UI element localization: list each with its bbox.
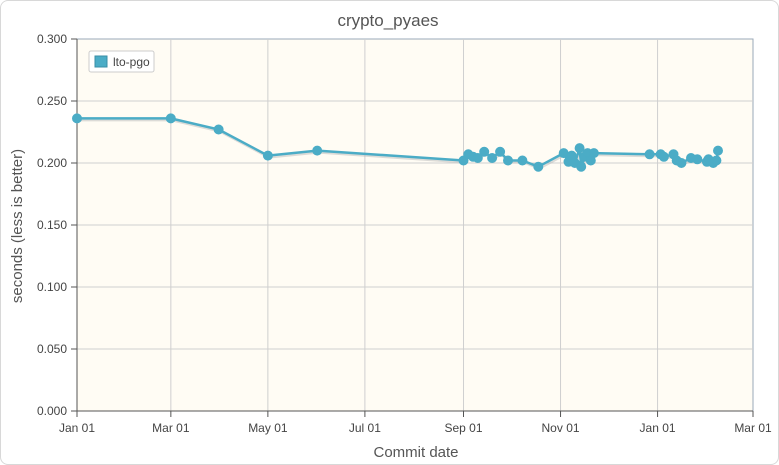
y-tick-label: 0.150 — [37, 218, 67, 232]
data-point[interactable] — [312, 145, 323, 156]
data-point[interactable] — [533, 161, 544, 172]
x-tick-label: Sep 01 — [444, 421, 482, 435]
data-point[interactable] — [213, 124, 224, 135]
x-tick-label: May 01 — [248, 421, 288, 435]
data-point[interactable] — [658, 151, 669, 162]
y-tick-label: 0.100 — [37, 280, 67, 294]
x-axis-title: Commit date — [373, 444, 458, 461]
data-point[interactable] — [262, 150, 273, 161]
x-tick-label: Jan 01 — [640, 421, 676, 435]
data-point[interactable] — [487, 153, 498, 163]
legend-swatch — [94, 55, 108, 68]
data-point[interactable] — [692, 154, 703, 165]
x-tick-label: Mar 01 — [734, 421, 772, 435]
data-point[interactable] — [576, 161, 587, 172]
data-point[interactable] — [495, 146, 506, 157]
y-tick-label: 0.250 — [37, 94, 67, 108]
data-point[interactable] — [503, 155, 513, 166]
data-point[interactable] — [72, 113, 82, 124]
data-point[interactable] — [676, 158, 687, 168]
x-axis-ticks: Jan 01 Mar 01 May 01 Jul 01 Sep 01 Nov 01 Jan … — [59, 411, 772, 435]
y-axis-title: seconds (less is better) — [9, 149, 26, 303]
y-tick-label: 0.200 — [37, 156, 67, 170]
x-tick-label: Mar 01 — [152, 421, 190, 435]
data-point[interactable] — [574, 143, 585, 154]
gridlines — [77, 39, 753, 411]
data-point[interactable] — [711, 155, 722, 166]
y-tick-label: 0.000 — [37, 404, 67, 418]
data-point[interactable] — [479, 146, 490, 157]
data-point[interactable] — [713, 145, 723, 156]
series-layer — [72, 113, 723, 172]
data-point[interactable] — [165, 113, 176, 124]
data-point[interactable] — [588, 148, 599, 159]
legend[interactable]: lto-pgo — [88, 50, 155, 73]
chart-title: crypto_pyaes — [337, 11, 438, 30]
y-axis-ticks: 0.000 0.050 0.100 0.150 0.200 0.250 0.300 — [37, 32, 77, 418]
y-tick-label: 0.050 — [37, 342, 67, 356]
x-tick-label: Nov 01 — [542, 421, 580, 435]
legend-label: lto-pgo — [113, 55, 150, 69]
data-point[interactable] — [644, 149, 655, 160]
x-tick-label: Jan 01 — [59, 421, 95, 435]
x-tick-label: Jul 01 — [349, 421, 381, 435]
data-point[interactable] — [472, 153, 483, 163]
data-point[interactable] — [517, 155, 528, 166]
y-tick-label: 0.300 — [37, 32, 67, 46]
